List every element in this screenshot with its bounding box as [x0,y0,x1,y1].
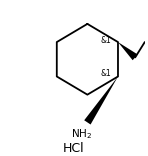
Text: NH$_2$: NH$_2$ [71,127,92,141]
Polygon shape [84,76,118,124]
Text: &1: &1 [101,69,112,78]
Text: HCl: HCl [63,141,85,154]
Text: &1: &1 [101,36,112,45]
Polygon shape [118,42,138,60]
